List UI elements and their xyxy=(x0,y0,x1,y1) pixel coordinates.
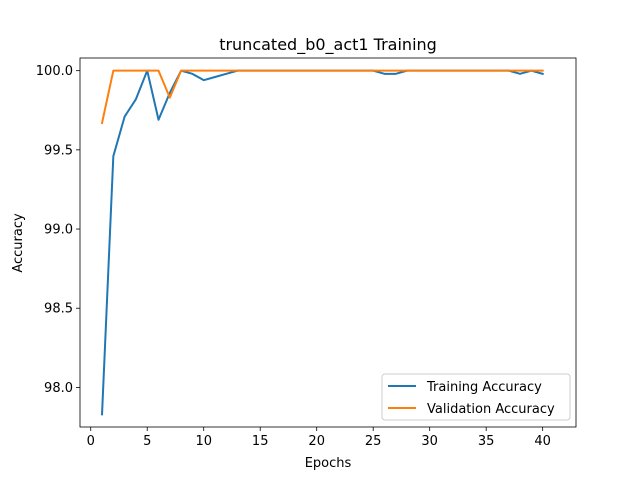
validation-accuracy-line xyxy=(100,69,544,125)
y-axis-label: Accuracy xyxy=(11,213,26,273)
legend-label-validation: Validation Accuracy xyxy=(427,402,555,417)
x-tick-label: 25 xyxy=(365,434,382,449)
x-axis-ticks: 0 5 10 15 20 25 30 35 40 xyxy=(87,427,551,449)
series-layer xyxy=(100,69,544,416)
axes-frame xyxy=(79,57,577,428)
y-tick-label: 100.0 xyxy=(36,64,73,79)
y-tick-label: 99.0 xyxy=(44,223,73,238)
x-axis-label: Epochs xyxy=(305,456,352,471)
x-tick-label: 35 xyxy=(478,434,495,449)
x-tick-label: 30 xyxy=(421,434,438,449)
x-tick-label: 20 xyxy=(308,434,325,449)
legend-label-training: Training Accuracy xyxy=(426,380,542,395)
legend: Training Accuracy Validation Accuracy xyxy=(381,373,571,421)
y-tick-label: 98.5 xyxy=(44,302,73,317)
y-axis-ticks: 98.0 98.5 99.0 99.5 100.0 xyxy=(36,64,80,396)
chart-title: truncated_b0_act1 Training xyxy=(219,35,437,55)
x-tick-label: 15 xyxy=(252,434,269,449)
x-tick-label: 0 xyxy=(87,434,95,449)
y-tick-label: 99.5 xyxy=(44,143,73,158)
legend-box xyxy=(381,373,571,421)
x-tick-label: 5 xyxy=(143,434,151,449)
y-tick-label: 98.0 xyxy=(44,381,73,396)
x-tick-label: 40 xyxy=(534,434,551,449)
x-tick-label: 10 xyxy=(195,434,212,449)
